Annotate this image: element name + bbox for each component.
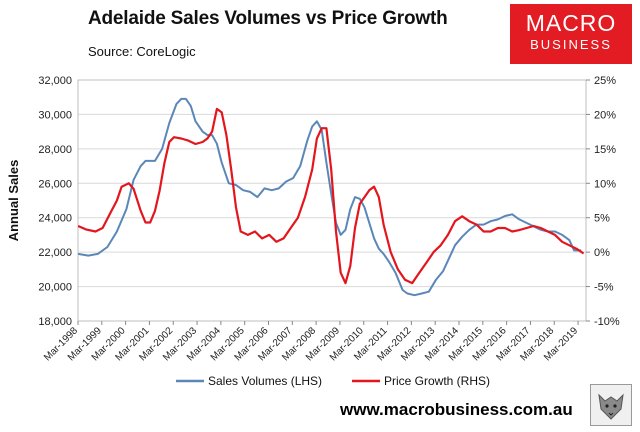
y-tick-label-right: 0% [594,247,610,259]
axes: 18,000 20,000 22,000 24,000 26,000 28,000 30,0… [38,75,620,363]
wolf-emblem-icon [590,384,632,426]
website-url: www.macrobusiness.com.au [340,400,573,419]
chart-source: Source: CoreLogic [88,44,196,59]
series-price-growth [77,107,585,285]
y-tick-label-left: 30,000 [38,109,72,121]
y-tick-label-left: 26,000 [38,178,72,190]
series-sales-volumes [77,97,582,297]
chart-legend: Sales Volumes (LHS) Price Growth (RHS) [176,374,490,388]
y-tick-label-left: 22,000 [38,247,72,259]
y-axis-label: Annual Sales [6,160,21,242]
y-tick-label-right: 5% [594,213,610,225]
y-tick-label-right: 15% [594,144,616,156]
legend-label-price: Price Growth (RHS) [384,374,490,388]
chart-title: Adelaide Sales Volumes vs Price Growth [88,8,448,29]
legend-label-sales: Sales Volumes (LHS) [208,374,322,388]
y-tick-label-right: -10% [594,316,620,328]
y-tick-label-left: 20,000 [38,282,72,294]
y-tick-label-right: 25% [594,75,616,87]
macrobusiness-logo: MACRO BUSINESS [510,4,632,64]
y-tick-label-right: -5% [594,282,614,294]
y-tick-label-left: 18,000 [38,316,72,328]
y-tick-label-left: 32,000 [38,75,72,87]
logo-line-1: MACRO [525,10,617,36]
y-tick-label-right: 20% [594,109,616,121]
y-tick-label-left: 24,000 [38,213,72,225]
plot-area [77,79,587,322]
series-lines [77,97,585,297]
logo-line-2: BUSINESS [530,37,612,52]
y-tick-label-right: 10% [594,178,616,190]
y-tick-label-left: 28,000 [38,144,72,156]
